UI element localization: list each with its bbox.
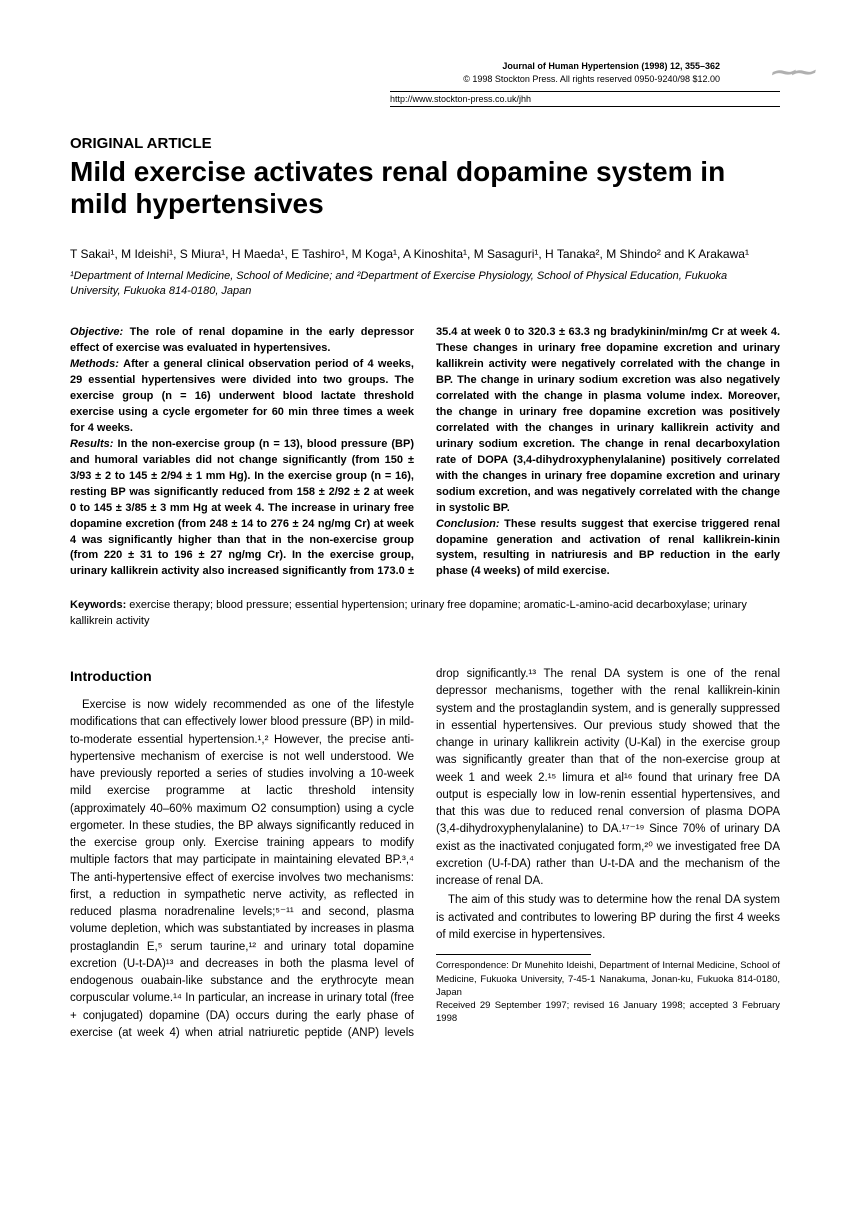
publisher-logo: ⁓⁓ <box>770 58 810 87</box>
article-title: Mild exercise activates renal dopamine s… <box>70 156 780 220</box>
header-rule-top <box>390 91 780 92</box>
results-label: Results: <box>70 438 117 450</box>
author-list: T Sakai¹, M Ideishi¹, S Miura¹, H Maeda¹… <box>70 245 780 263</box>
body-text: Introduction Exercise is now widely reco… <box>70 666 780 1042</box>
keywords-label: Keywords: <box>70 599 129 611</box>
header-meta: Journal of Human Hypertension (1998) 12,… <box>70 60 780 85</box>
correspondence: Correspondence: Dr Munehito Ideishi, Dep… <box>436 959 780 999</box>
header-rule-bottom <box>390 106 780 107</box>
footnote-rule <box>436 954 591 955</box>
body-paragraph-2: The aim of this study was to determine h… <box>436 892 780 944</box>
methods-label: Methods: <box>70 358 123 370</box>
copyright-line: © 1998 Stockton Press. All rights reserv… <box>70 73 720 86</box>
received-dates: Received 29 September 1997; revised 16 J… <box>436 999 780 1026</box>
objective-label: Objective: <box>70 326 130 338</box>
journal-url: http://www.stockton-press.co.uk/jhh <box>390 94 780 104</box>
introduction-heading: Introduction <box>70 666 414 687</box>
keywords-text: exercise therapy; blood pressure; essent… <box>70 599 747 627</box>
conclusion-label: Conclusion: <box>436 518 504 530</box>
footnote-block: Correspondence: Dr Munehito Ideishi, Dep… <box>436 959 780 1025</box>
section-label: ORIGINAL ARTICLE <box>70 135 780 152</box>
affiliations: ¹Department of Internal Medicine, School… <box>70 269 780 300</box>
journal-citation: Journal of Human Hypertension (1998) 12,… <box>70 60 720 73</box>
keywords-block: Keywords: exercise therapy; blood pressu… <box>70 598 780 630</box>
abstract: Objective: The role of renal dopamine in… <box>70 325 780 580</box>
